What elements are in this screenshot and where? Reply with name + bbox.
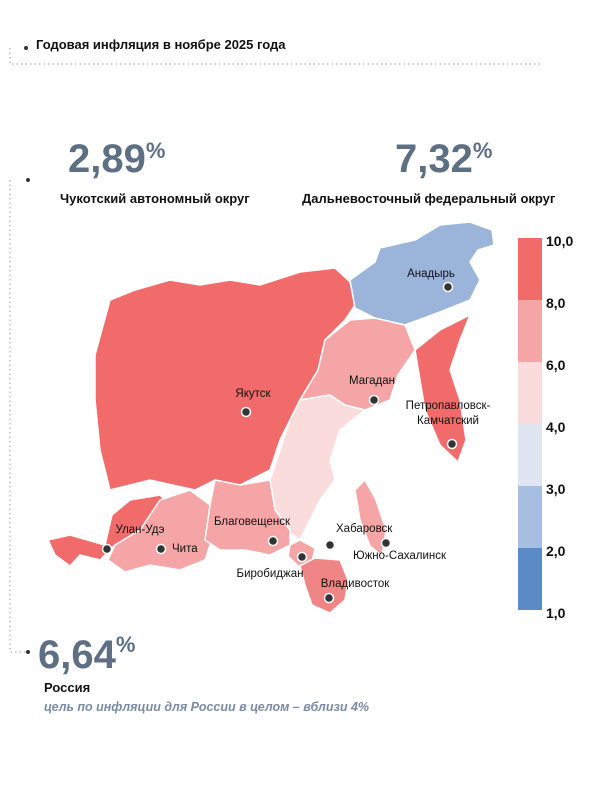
- map: [46, 221, 495, 614]
- city-dot: [296, 551, 308, 563]
- bullet: [24, 46, 28, 50]
- region: [107, 489, 216, 573]
- city-label: Благовещенск: [214, 516, 291, 528]
- bullet: [26, 178, 30, 182]
- legend-swatch: [518, 486, 542, 548]
- stat-caption: Дальневосточный федеральный округ: [302, 191, 556, 206]
- stat-value: 2,89%: [68, 137, 165, 181]
- city-label: Биробиджан: [237, 568, 304, 580]
- stat-unit: %: [116, 632, 136, 657]
- city-label: Улан-Удэ: [116, 524, 165, 536]
- legend-swatch: [518, 300, 542, 362]
- city-label: Камчатский: [417, 415, 479, 427]
- legend-label: 3,0: [546, 481, 566, 497]
- stat-caption: Чукотский автономный округ: [60, 191, 250, 206]
- city-dot: [324, 539, 336, 551]
- legend-label: 6,0: [546, 357, 566, 373]
- city-label: Якутск: [235, 388, 271, 400]
- divider: [9, 48, 540, 65]
- region: [269, 394, 367, 542]
- title: Годовая инфляция в ноябре 2025 года: [36, 37, 286, 52]
- legend: 10,0 8,0 6,0 4,0 3,0 2,0 1,0: [518, 233, 573, 621]
- region: [299, 557, 349, 614]
- city-dot: [267, 535, 279, 547]
- stat-number: 2,89: [68, 137, 146, 181]
- city-dot: [101, 543, 113, 555]
- legend-swatch: [518, 362, 542, 424]
- city-dot: [380, 537, 392, 549]
- city-dot: [155, 543, 167, 555]
- stat-value: 7,32%: [395, 137, 492, 181]
- stat-value: 6,64%: [38, 632, 135, 677]
- region: [414, 313, 472, 464]
- region: [204, 479, 291, 556]
- city-label: Анадырь: [407, 268, 455, 280]
- legend-swatch: [518, 548, 542, 610]
- connector: [9, 180, 28, 653]
- stat-caption: Россия: [44, 680, 90, 695]
- stat-number: 7,32: [395, 137, 473, 181]
- legend-label: 4,0: [546, 419, 566, 435]
- cities: Анадырь Якутск Магадан Петропавловск- Камчат…: [101, 268, 491, 604]
- legend-label: 8,0: [546, 295, 566, 311]
- city-label: Хабаровск: [336, 523, 393, 535]
- city-dot: [446, 438, 458, 450]
- legend-label: 1,0: [546, 605, 566, 621]
- city-label: Южно-Сахалинск: [353, 550, 447, 562]
- city-dot: [442, 281, 454, 293]
- region: [349, 221, 495, 326]
- city-dot: [323, 592, 335, 604]
- legend-swatch: [518, 238, 542, 300]
- stat-number: 6,64: [38, 633, 117, 677]
- bullet: [26, 650, 30, 654]
- stat-note: цель по инфляции для России в целом – вб…: [44, 700, 369, 714]
- legend-swatch: [518, 424, 542, 486]
- city-label: Петропавловск-: [406, 400, 491, 412]
- stat-unit: %: [473, 138, 493, 163]
- stat-unit: %: [146, 138, 166, 163]
- city-label: Магадан: [349, 375, 395, 387]
- city-label: Владивосток: [321, 578, 391, 590]
- legend-label: 2,0: [546, 543, 566, 559]
- city-label: Чита: [172, 543, 198, 555]
- city-dot: [240, 406, 252, 418]
- city-dot: [368, 394, 380, 406]
- legend-label: 10,0: [546, 233, 573, 249]
